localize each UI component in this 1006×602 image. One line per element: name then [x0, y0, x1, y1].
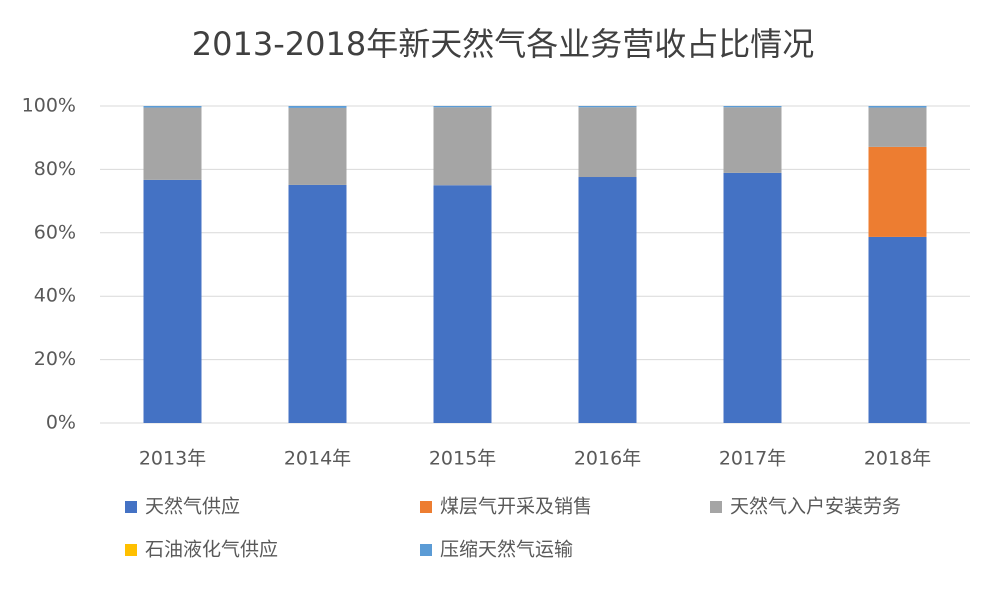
y-tick-label: 0%: [46, 412, 76, 434]
legend-swatch: [420, 544, 432, 556]
bar-segment: [143, 107, 202, 180]
bar-segment: [723, 107, 782, 173]
bar-segment: [868, 236, 927, 423]
x-tick-label: 2015年: [429, 448, 496, 470]
x-tick-label: 2018年: [864, 448, 931, 470]
bar-segment: [288, 184, 347, 423]
legend-label: 天然气入户安装劳务: [730, 496, 901, 518]
legend-swatch: [125, 544, 137, 556]
bar-segment: [433, 106, 492, 108]
legend-label: 石油液化气供应: [145, 539, 278, 561]
legend-label: 天然气供应: [145, 496, 240, 518]
legend-label: 压缩天然气运输: [440, 539, 573, 561]
bar-segment: [288, 106, 347, 108]
legend-swatch: [125, 501, 137, 513]
y-tick-label: 40%: [34, 285, 76, 307]
x-tick-label: 2014年: [284, 448, 351, 470]
legend-swatch: [710, 501, 722, 513]
bar-segment: [723, 106, 782, 108]
bar-segment: [868, 106, 927, 108]
y-tick-label: 80%: [34, 158, 76, 180]
bar-segment: [433, 185, 492, 423]
legend-swatch: [420, 501, 432, 513]
bar-segment: [578, 107, 637, 178]
x-tick-label: 2017年: [719, 448, 786, 470]
legend-label: 煤层气开采及销售: [440, 496, 592, 518]
y-tick-label: 60%: [34, 221, 76, 243]
bar-segment: [433, 107, 492, 186]
y-tick-label: 100%: [22, 95, 76, 117]
bar-segment: [143, 106, 202, 108]
bar-segment: [578, 177, 637, 423]
y-tick-label: 20%: [34, 348, 76, 370]
bar-segment: [143, 179, 202, 423]
bar-segment: [288, 107, 347, 185]
bar-segment: [578, 106, 637, 108]
x-tick-label: 2013年: [139, 448, 206, 470]
chart-title: 2013-2018年新天然气各业务营收占比情况: [192, 25, 814, 63]
bar-segment: [868, 107, 927, 147]
bar-segment: [868, 146, 927, 237]
bar-segment: [723, 172, 782, 423]
x-tick-label: 2016年: [574, 448, 641, 470]
